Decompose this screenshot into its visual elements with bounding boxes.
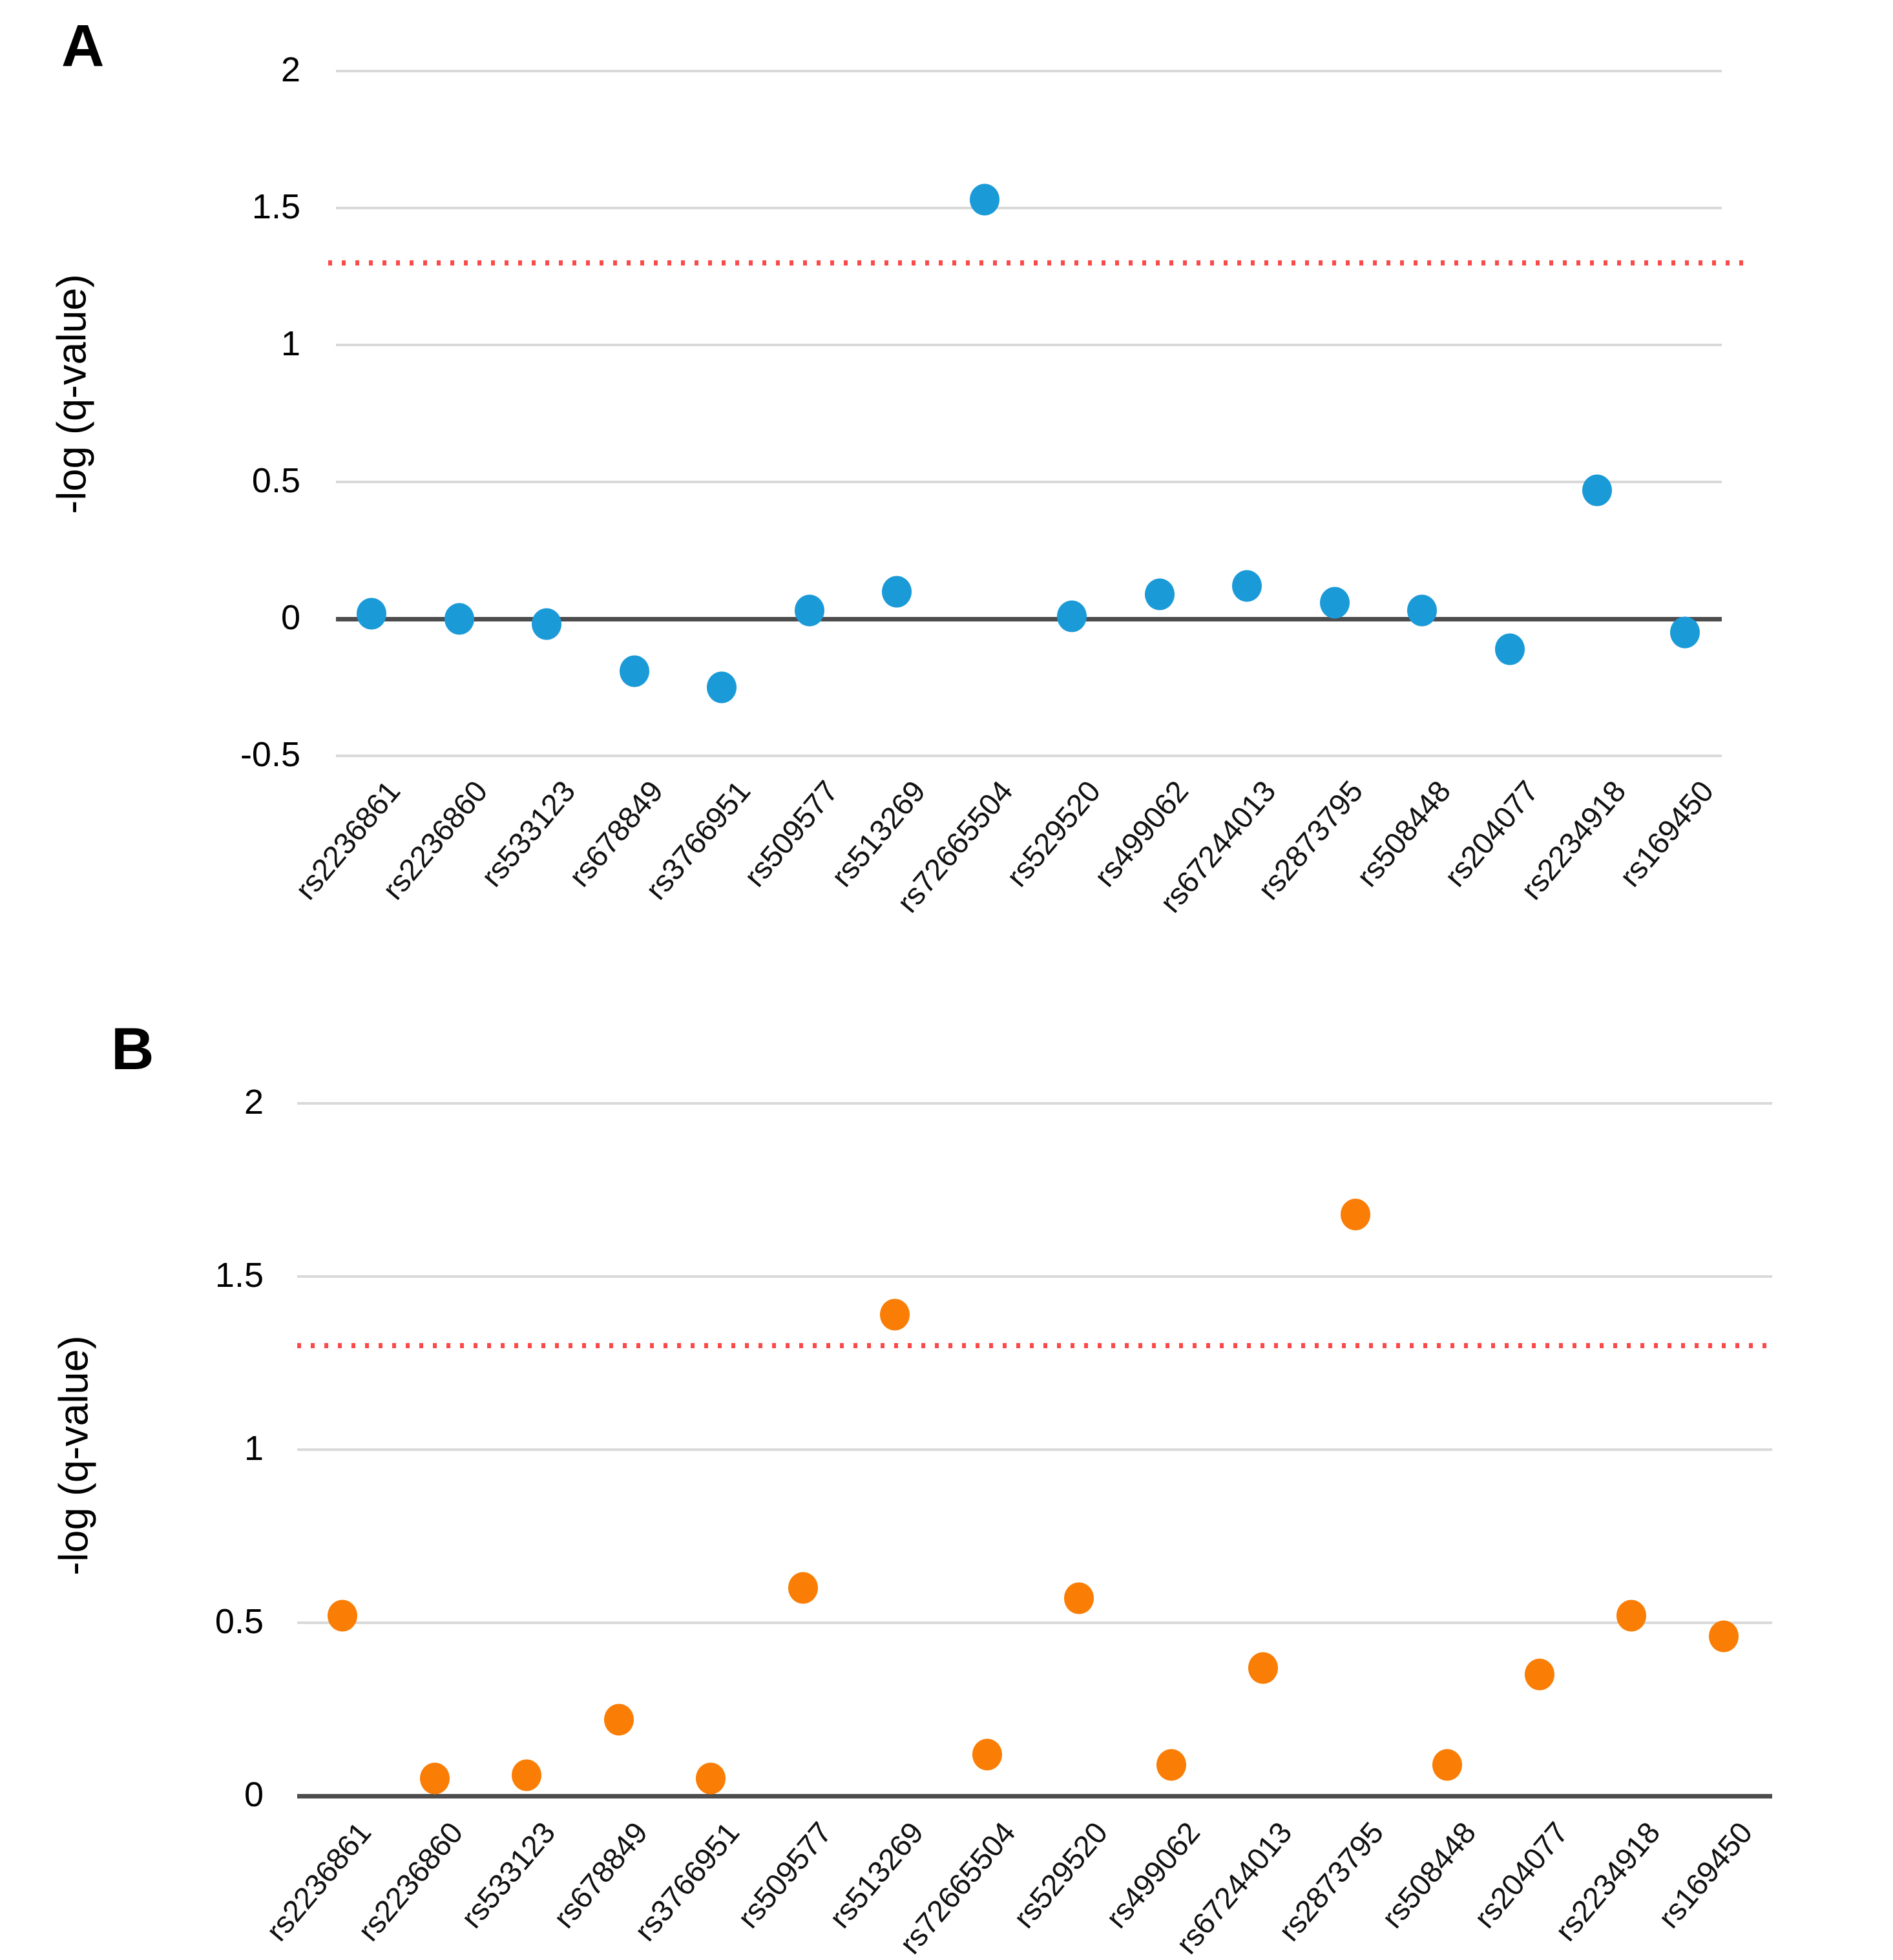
data-point (972, 1738, 1002, 1771)
x-tick-label: rs508448 (1374, 1815, 1483, 1935)
data-point (696, 1762, 726, 1795)
x-tick-label: rs169450 (1612, 774, 1720, 893)
panel-b-y-axis-title: -log (q-value) (51, 1335, 97, 1576)
y-tick-label: 0 (244, 1775, 264, 1814)
gridline (336, 70, 1722, 72)
data-point (882, 576, 912, 608)
x-tick-label: rs529520 (999, 774, 1107, 893)
y-tick-label: 1.5 (214, 1255, 264, 1295)
data-point (619, 655, 649, 687)
data-point (1057, 600, 1087, 632)
significance-threshold-line (297, 1343, 1772, 1349)
x-tick-label: rs533123 (474, 774, 582, 893)
y-tick-label: 2 (244, 1082, 264, 1121)
x-tick-label: rs169450 (1651, 1815, 1759, 1935)
y-tick-label: 1.5 (251, 187, 300, 226)
data-point (1669, 616, 1700, 649)
panel-a-letter: A (61, 13, 105, 79)
gridline (297, 1275, 1772, 1278)
y-tick-label: 2 (280, 50, 300, 89)
data-point (1232, 570, 1262, 602)
data-point (794, 594, 824, 627)
x-tick-label: rs533123 (454, 1815, 562, 1935)
x-tick-label: rs509577 (730, 1815, 838, 1935)
data-point (512, 1759, 541, 1791)
data-point (1407, 594, 1437, 627)
y-tick-label: 0 (280, 598, 300, 637)
data-point (1616, 1600, 1646, 1632)
gridline (297, 1102, 1772, 1105)
x-axis-line (297, 1794, 1772, 1798)
data-point (328, 1600, 357, 1632)
data-point (1582, 474, 1612, 506)
data-point (1248, 1652, 1278, 1684)
panel-b-letter: B (111, 1016, 154, 1082)
gridline (336, 755, 1722, 757)
data-point (880, 1298, 910, 1331)
panel-a-y-axis-title: -log (q-value) (49, 274, 95, 514)
data-point (1156, 1749, 1186, 1781)
data-point (1340, 1198, 1370, 1231)
y-tick-label: -0.5 (240, 735, 300, 774)
gridline (336, 207, 1722, 209)
data-point (532, 608, 561, 640)
data-point (444, 603, 474, 635)
data-point (603, 1704, 634, 1736)
x-tick-label: rs509577 (737, 774, 844, 893)
x-tick-label: rs529520 (1006, 1815, 1114, 1935)
data-point (357, 598, 386, 630)
gridline (336, 481, 1722, 483)
gridline (297, 1621, 1772, 1624)
data-point (788, 1572, 818, 1604)
data-point (707, 671, 737, 704)
data-point (1494, 633, 1525, 665)
y-tick-label: 1 (280, 324, 300, 363)
data-point (419, 1762, 450, 1795)
data-point (1319, 587, 1350, 619)
data-point (1064, 1582, 1094, 1614)
data-point (1144, 578, 1175, 610)
gridline (336, 344, 1722, 346)
data-point (969, 183, 999, 216)
data-point (1524, 1658, 1554, 1691)
y-tick-label: 0.5 (251, 461, 300, 500)
y-tick-label: 1 (244, 1428, 264, 1468)
gridline (297, 1448, 1772, 1451)
data-point (1432, 1749, 1462, 1781)
x-axis-line (336, 617, 1722, 621)
x-tick-label: rs508448 (1349, 774, 1458, 893)
y-tick-label: 0.5 (214, 1601, 264, 1641)
significance-threshold-line (328, 260, 1744, 266)
data-point (1708, 1620, 1739, 1652)
